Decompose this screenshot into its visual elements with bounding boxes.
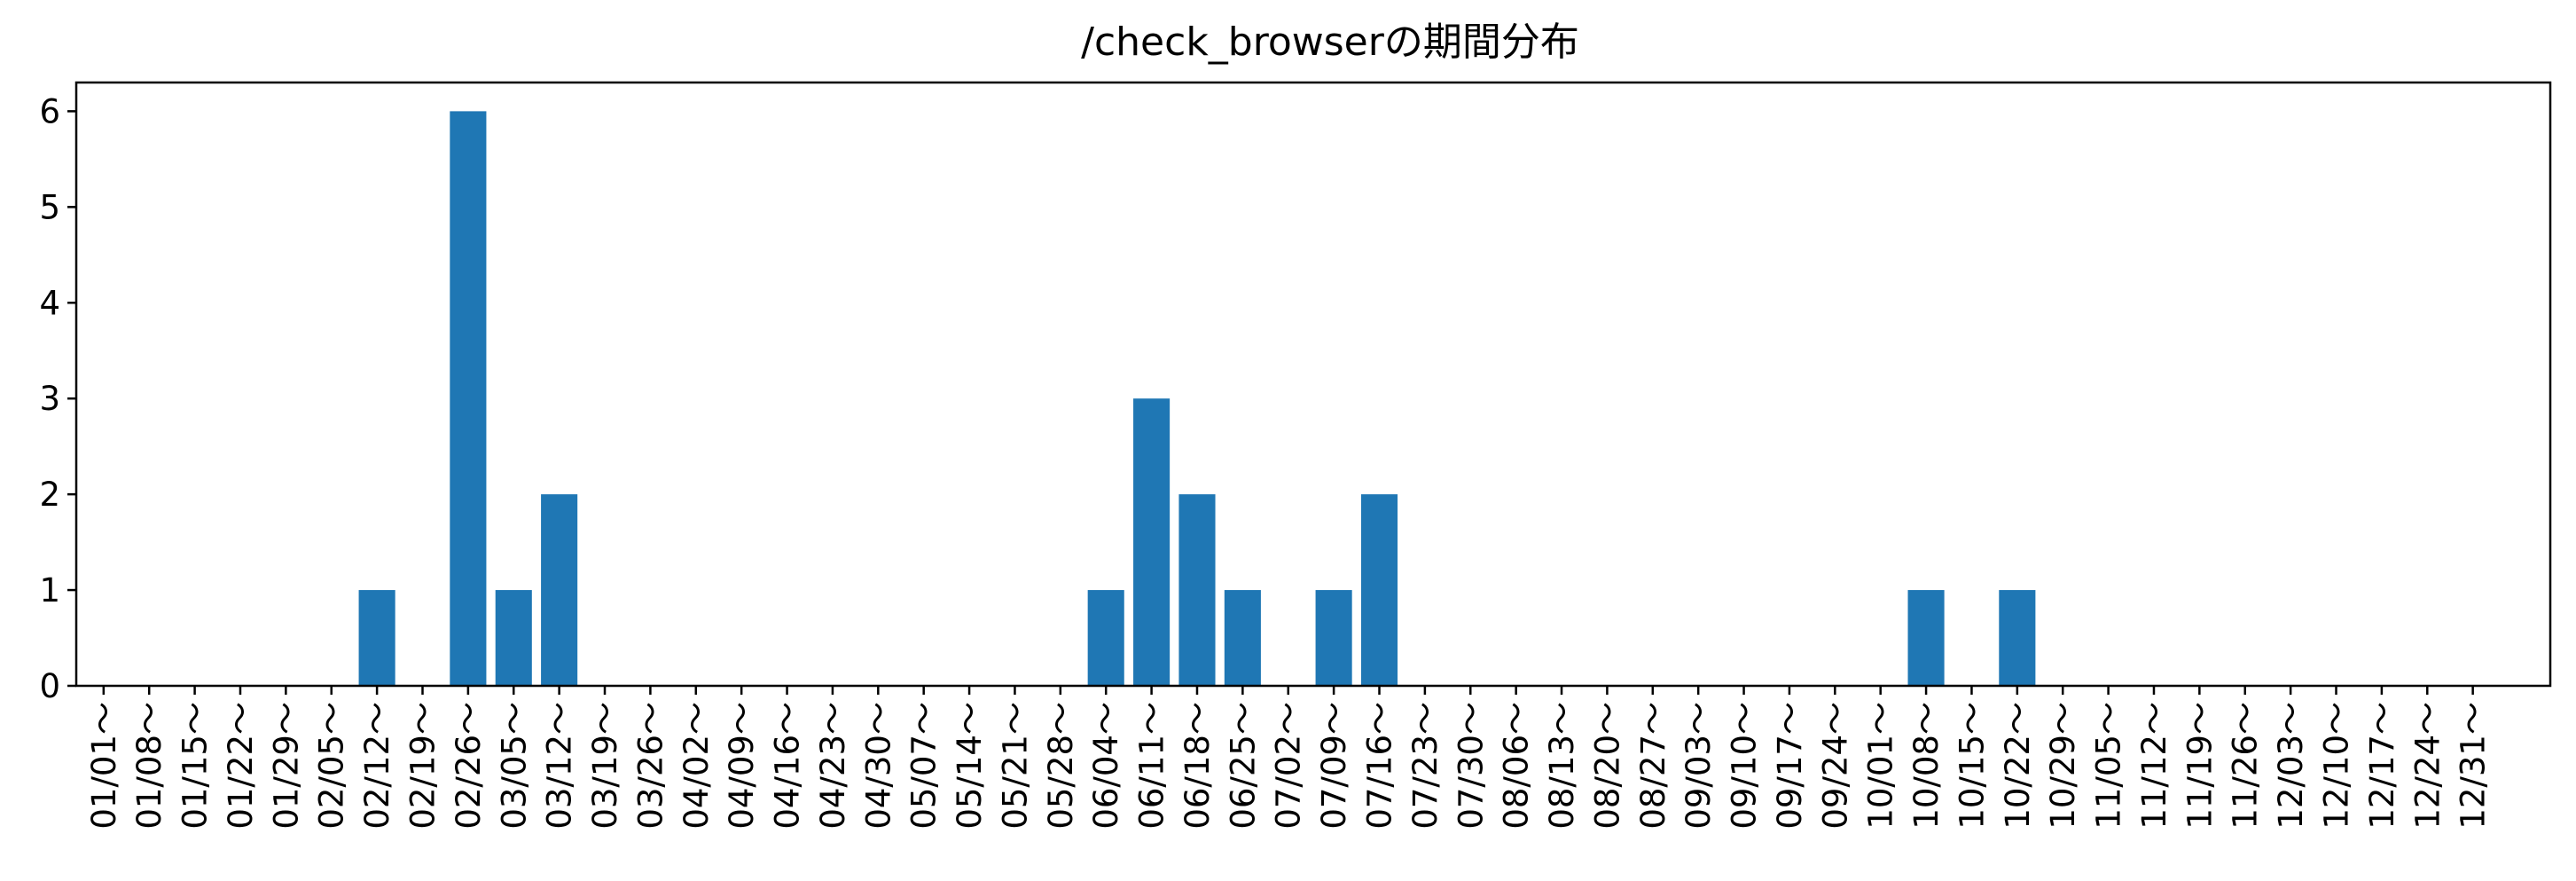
bar-23 xyxy=(1133,398,1171,686)
bar-24 xyxy=(1178,494,1216,686)
x-tick-label: 04/16～ xyxy=(769,702,807,830)
x-tick-label: 01/01～ xyxy=(85,702,123,830)
x-tick-label: 12/17～ xyxy=(2363,702,2401,830)
x-tick-label: 01/22～ xyxy=(222,702,260,830)
bar-6 xyxy=(358,590,395,686)
chart-title: /check_browserの期間分布 xyxy=(1081,20,1579,65)
y-tick-label: 5 xyxy=(39,188,60,226)
x-tick-label: 07/23～ xyxy=(1406,702,1445,830)
x-tick-label: 10/08～ xyxy=(1907,702,1946,830)
x-tick-label: 05/07～ xyxy=(905,702,943,830)
x-tick-label: 02/19～ xyxy=(403,702,442,830)
x-tick-label: 02/26～ xyxy=(450,702,488,830)
bar-42 xyxy=(1999,590,2036,686)
x-tick-label: 05/28～ xyxy=(1042,702,1080,830)
x-tick-label: 11/26～ xyxy=(2227,702,2265,830)
x-axis: 01/01～ 01/08～ 01/15～ 01/22～ 01/29～ 02/05～ 02/1… xyxy=(85,686,2493,830)
x-tick-label: 08/27～ xyxy=(1634,702,1672,830)
y-tick-label: 2 xyxy=(39,476,60,514)
x-tick-label: 12/31～ xyxy=(2455,702,2493,830)
x-tick-label: 06/11～ xyxy=(1133,702,1171,830)
x-tick-label: 10/15～ xyxy=(1953,702,1991,830)
x-tick-label: 12/03～ xyxy=(2272,702,2310,830)
x-tick-label: 09/17～ xyxy=(1771,702,1809,830)
x-tick-label: 02/05～ xyxy=(313,702,351,830)
x-tick-label: 02/12～ xyxy=(358,702,396,830)
x-tick-label: 06/25～ xyxy=(1224,702,1262,830)
y-tick-label: 3 xyxy=(39,380,60,418)
x-tick-label: 11/05～ xyxy=(2090,702,2128,830)
x-tick-label: 06/04～ xyxy=(1087,702,1125,830)
x-tick-label: 07/02～ xyxy=(1270,702,1308,830)
x-tick-label: 08/06～ xyxy=(1498,702,1536,830)
y-tick-label: 0 xyxy=(39,667,60,705)
y-axis: 0 1 2 3 4 5 6 xyxy=(39,92,76,705)
bars-group xyxy=(358,111,2036,686)
x-tick-label: 09/24～ xyxy=(1816,702,1854,830)
x-tick-label: 09/10～ xyxy=(1726,702,1764,830)
x-tick-label: 01/15～ xyxy=(176,702,215,830)
x-tick-label: 07/09～ xyxy=(1315,702,1353,830)
x-tick-label: 06/18～ xyxy=(1178,702,1217,830)
x-tick-label: 05/21～ xyxy=(996,702,1034,830)
x-tick-label: 12/24～ xyxy=(2408,702,2447,830)
y-tick-label: 6 xyxy=(39,92,60,130)
x-tick-label: 11/19～ xyxy=(2181,702,2219,830)
x-tick-label: 07/16～ xyxy=(1361,702,1399,830)
x-tick-label: 10/01～ xyxy=(1862,702,1900,830)
bar-10 xyxy=(541,494,578,686)
x-tick-label: 03/26～ xyxy=(631,702,669,830)
x-tick-label: 04/23～ xyxy=(814,702,852,830)
bar-28 xyxy=(1360,494,1398,686)
x-tick-label: 05/14～ xyxy=(951,702,989,830)
y-tick-label: 1 xyxy=(39,571,60,610)
bar-40 xyxy=(1907,590,1945,686)
x-tick-label: 09/03～ xyxy=(1679,702,1718,830)
x-tick-label: 04/09～ xyxy=(723,702,761,830)
x-tick-label: 10/22～ xyxy=(1999,702,2037,830)
bar-22 xyxy=(1087,590,1124,686)
x-tick-label: 04/02～ xyxy=(677,702,716,830)
x-tick-label: 04/30～ xyxy=(859,702,897,830)
x-tick-label: 07/30～ xyxy=(1452,702,1490,830)
plot-frame xyxy=(74,81,2552,688)
x-tick-label: 12/10～ xyxy=(2318,702,2356,830)
y-tick-label: 4 xyxy=(39,284,60,322)
x-tick-label: 03/19～ xyxy=(586,702,624,830)
x-tick-label: 03/05～ xyxy=(495,702,533,830)
bar-8 xyxy=(450,111,487,686)
x-tick-label: 01/08～ xyxy=(130,702,168,830)
x-tick-label: 08/13～ xyxy=(1543,702,1581,830)
x-tick-label: 03/12～ xyxy=(541,702,579,830)
x-tick-label: 01/29～ xyxy=(267,702,305,830)
bar-9 xyxy=(495,590,532,686)
x-tick-label: 10/29～ xyxy=(2044,702,2082,830)
x-tick-label: 08/20～ xyxy=(1588,702,1626,830)
bar-27 xyxy=(1315,590,1352,686)
bar-25 xyxy=(1224,590,1261,686)
x-tick-label: 11/12～ xyxy=(2135,702,2173,830)
